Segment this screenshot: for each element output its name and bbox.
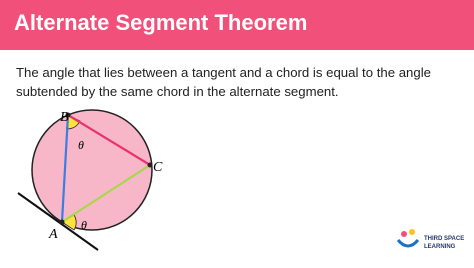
chord-bc <box>67 114 151 166</box>
angle-label: θ <box>78 138 84 152</box>
header: Alternate Segment Theorem <box>0 0 474 50</box>
point-label: A <box>48 227 58 242</box>
title: Alternate Segment Theorem <box>14 10 308 35</box>
logo-text: LEARNING <box>424 244 456 250</box>
logo: THIRD SPACE LEARNING <box>396 229 464 250</box>
logo-arc <box>396 238 420 248</box>
tangent <box>17 192 99 251</box>
angle-label: θ <box>81 218 87 232</box>
chord-ab <box>60 114 70 223</box>
point-label: C <box>153 160 163 175</box>
logo-text: THIRD SPACE <box>424 236 464 242</box>
description: The angle that lies between a tangent an… <box>16 65 431 99</box>
logo-dot <box>409 229 415 235</box>
chord-ac <box>61 164 151 223</box>
point <box>147 162 153 168</box>
point <box>59 219 65 225</box>
point-label: B <box>60 110 69 125</box>
logo-dot <box>401 231 407 237</box>
point <box>65 112 71 118</box>
circle <box>31 109 153 231</box>
